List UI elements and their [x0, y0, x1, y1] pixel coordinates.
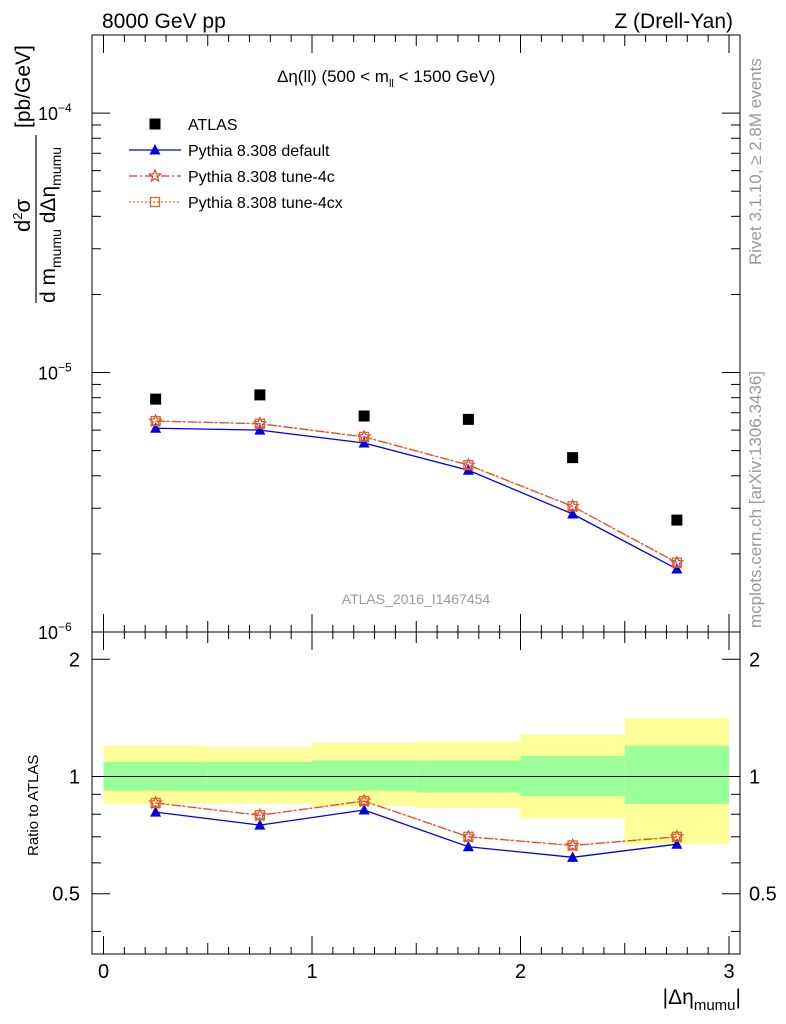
- x-tick-label: 1: [306, 961, 317, 983]
- ratio-default-point: [567, 851, 579, 862]
- atlas-point: [254, 389, 266, 401]
- legend-label: ATLAS: [188, 117, 238, 134]
- default-point: [254, 424, 266, 435]
- svg-text:[pb/GeV]: [pb/GeV]: [12, 45, 35, 128]
- atlas-point: [671, 514, 683, 526]
- ratio-line: [155, 809, 677, 858]
- tune4cx-point: [254, 418, 266, 429]
- ratio-y-tick-label: 0.5: [52, 884, 80, 906]
- ratio-tune4cx-point: [463, 831, 474, 842]
- x-tick-label: 3: [723, 961, 734, 983]
- band-inner: [624, 745, 729, 804]
- legend-label: Pythia 8.308 tune-4c: [188, 169, 335, 186]
- ratio-y-tick-label: 2: [69, 649, 80, 671]
- ratio-y-tick-label: 1: [69, 766, 80, 788]
- legend-label: Pythia 8.308 tune-4cx: [188, 195, 343, 212]
- atlas-point: [150, 393, 162, 405]
- main-axis-ticks: 10−6 10−5 10−4: [38, 34, 740, 643]
- analysis-id: ATLAS_2016_I1467454: [342, 591, 491, 607]
- y-axis-title: d2σ d mmumu dΔηmumu [pb/GeV]: [10, 45, 64, 303]
- tune4cx-point: [150, 415, 161, 427]
- ratio-line: [155, 800, 677, 847]
- default-point: [358, 437, 370, 448]
- ratio-y-tick-label-right: 0.5: [749, 884, 777, 906]
- series-line: [155, 427, 678, 570]
- uncertainty-bands: [92, 718, 740, 845]
- x-axis-title: |Δηmumu|: [663, 986, 741, 1014]
- y-tick-label: 10−4: [38, 101, 72, 124]
- tune4cx-point: [671, 557, 683, 568]
- ratio-default-point: [671, 838, 683, 849]
- ratio-default-point: [150, 806, 162, 817]
- ratio-tune4cx-point: [358, 795, 370, 807]
- process-label: Z (Drell-Yan): [614, 10, 733, 33]
- ratio-tune4cx-point: [150, 797, 161, 809]
- ratio-y-tick-label-right: 2: [749, 649, 760, 671]
- main-series-group: [148, 389, 685, 574]
- legend-default-marker: [149, 144, 161, 155]
- series-line: [155, 420, 678, 564]
- mcplots-label: mcplots.cern.ch [arXiv:1306.3436]: [746, 371, 765, 628]
- tune4cx-point: [567, 501, 578, 512]
- ratio-line: [155, 800, 677, 847]
- x-tick-label: 2: [515, 961, 526, 983]
- ratio-tune4cx-point: [254, 810, 266, 821]
- default-point: [671, 562, 683, 574]
- default-point: [150, 422, 162, 433]
- rivet-label: Rivet 3.1.10, ≥ 2.8M events: [746, 58, 765, 265]
- tune4cx-point: [358, 431, 370, 443]
- svg-text:d2σ: d2σ: [10, 199, 35, 232]
- series-line: [155, 420, 678, 564]
- default-point: [567, 507, 579, 519]
- ratio-y-tick-label-right: 1: [749, 766, 760, 788]
- legend-label: Pythia 8.308 default: [188, 143, 330, 160]
- legend: ATLAS Pythia 8.308 default Pythia 8.308 tu…: [129, 117, 343, 212]
- plot-title: Δη(ll) (500 < mll < 1500 GeV): [277, 67, 495, 90]
- x-tick-label: 0: [98, 961, 109, 983]
- energy-label: 8000 GeV pp: [102, 10, 226, 33]
- ratio-tune4cx-point: [671, 831, 683, 842]
- atlas-point: [358, 410, 370, 422]
- ratio-default-point: [254, 819, 266, 830]
- y-tick-label: 10−6: [38, 620, 72, 643]
- ratio-y-axis-title: Ratio to ATLAS: [25, 755, 42, 856]
- ratio-series-group: [148, 793, 685, 862]
- ratio-axis-ticks: 0.5 0.5 1 1 2 2 0 1 2 3: [52, 632, 777, 983]
- legend-tune4cx-marker: [149, 196, 161, 208]
- atlas-point: [567, 452, 579, 464]
- atlas-point: [462, 413, 474, 425]
- ratio-tune4cx-point: [567, 840, 578, 851]
- legend-tune4c-marker: [147, 168, 163, 183]
- ratio-default-point: [358, 804, 370, 815]
- tune4cx-point: [463, 459, 474, 471]
- ratio-default-point: [462, 840, 474, 852]
- band-inner: [312, 760, 417, 791]
- y-tick-label: 10−5: [38, 361, 72, 384]
- svg-text:d mmumu dΔηmumu: d mmumu dΔηmumu: [37, 147, 64, 303]
- legend-atlas-marker: [149, 118, 161, 130]
